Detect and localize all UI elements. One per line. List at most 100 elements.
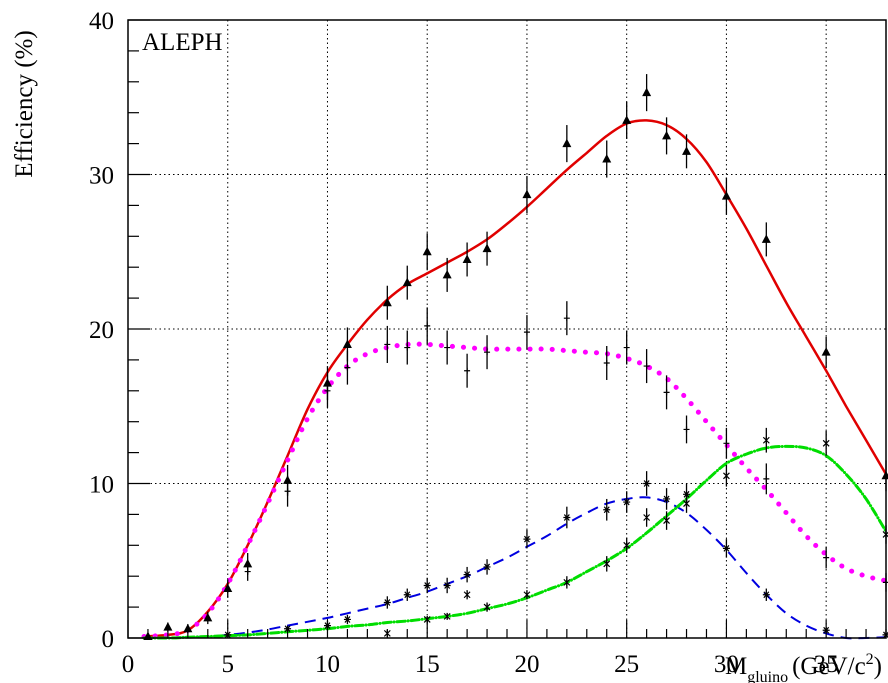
- asterisk-marker: [722, 472, 730, 480]
- triangle-marker: [382, 297, 392, 307]
- tick-labels: 0 5 10 15 20 25 30 35 0 10 20 30 40: [89, 8, 839, 678]
- star-marker: [463, 571, 471, 579]
- cross-marker: [444, 344, 451, 351]
- cross-marker: [324, 387, 331, 394]
- cross-marker: [823, 554, 830, 561]
- dashed-curve: [143, 496, 887, 640]
- star-marker: [284, 625, 292, 633]
- cross-marker: [663, 389, 670, 396]
- triangle-marker: [642, 87, 652, 97]
- asterisk-marker: [523, 591, 531, 599]
- asterisk-marker: [603, 560, 611, 568]
- cross-marker: [244, 568, 251, 575]
- cross-marker: [683, 426, 690, 433]
- triangle-marker: [522, 189, 532, 199]
- grid: [128, 20, 886, 638]
- cross-marker: [763, 475, 770, 482]
- triangle-marker: [482, 243, 492, 253]
- x-tick-label: 35: [814, 651, 839, 678]
- dash-dot-curve: [142, 444, 888, 640]
- x-axis-label: Mgluino (GeV/c2): [725, 651, 882, 683]
- triangle-marker: [662, 130, 672, 140]
- x-tick-label: 15: [415, 651, 440, 678]
- cross-marker: [623, 344, 630, 351]
- cross-marker: [643, 363, 650, 370]
- triangle-marker: [682, 146, 692, 155]
- triangle-marker: [821, 347, 831, 356]
- x-tick-label: 25: [614, 651, 639, 678]
- annotation-label: ALEPH: [142, 29, 223, 56]
- x-tick-label: 10: [315, 651, 340, 678]
- x-tick-label: 30: [714, 651, 739, 678]
- x-axis-label-unit: (GeV/c: [792, 653, 866, 680]
- triangle-marker: [422, 246, 432, 256]
- y-tick-label: 30: [89, 163, 114, 190]
- cross-marker: [723, 440, 730, 447]
- star-marker: [603, 506, 611, 514]
- cross-marker: [384, 341, 391, 348]
- cross-marker: [284, 488, 291, 495]
- triangle-marker: [342, 339, 352, 348]
- cross-marker: [404, 344, 411, 351]
- star-marker: [383, 599, 391, 606]
- asterisk-marker: [443, 612, 451, 620]
- cross-marker: [464, 367, 471, 374]
- x-axis-label-sub: gluino: [747, 669, 788, 683]
- cross-marker: [603, 359, 610, 366]
- triangle-marker: [761, 234, 771, 243]
- star-marker: [423, 582, 431, 589]
- triangle-marker: [442, 269, 452, 279]
- triangle-marker: [602, 154, 612, 163]
- triangle-marker: [223, 583, 233, 593]
- cross-marker: [344, 364, 351, 371]
- cross-marker: [563, 315, 570, 322]
- star-marker: [443, 582, 451, 589]
- triangle-marker: [462, 254, 472, 263]
- data-points: [143, 74, 888, 640]
- y-tick-label: 10: [89, 472, 114, 499]
- star-marker: [403, 591, 411, 599]
- cross-marker: [484, 349, 491, 356]
- x-tick-label: 20: [514, 651, 539, 678]
- star-marker: [523, 535, 531, 543]
- triangle-marker: [402, 277, 412, 287]
- triangle-marker: [562, 138, 572, 148]
- star-marker: [343, 616, 351, 623]
- star-marker: [663, 495, 671, 503]
- y-tick-label: 20: [89, 317, 114, 344]
- triangle-marker: [183, 623, 193, 633]
- curves: [141, 119, 888, 640]
- y-tick-label: 0: [102, 626, 115, 653]
- triangle-marker: [721, 191, 731, 200]
- cross-marker: [523, 329, 530, 336]
- asterisk-marker: [483, 603, 491, 611]
- cross-marker: [424, 322, 431, 329]
- x-tick-label: 0: [122, 651, 135, 678]
- star-marker: [623, 498, 631, 506]
- x-axis-label-main: M: [725, 653, 747, 680]
- asterisk-marker: [643, 513, 651, 521]
- asterisk-marker: [563, 578, 571, 586]
- asterisk-marker: [463, 591, 471, 599]
- dotted-curve: [141, 341, 888, 639]
- triangle-marker: [203, 612, 213, 622]
- triangle-marker: [163, 622, 173, 631]
- asterisk-marker: [663, 517, 671, 525]
- asterisk-marker: [683, 500, 690, 508]
- star-marker: [643, 480, 651, 487]
- asterisk-marker: [623, 541, 631, 549]
- x-axis-label-close: ): [874, 653, 882, 680]
- asterisk-marker: [762, 436, 770, 444]
- star-marker: [563, 514, 571, 521]
- x-tick-label: 5: [221, 651, 234, 678]
- triangle-marker: [622, 115, 632, 124]
- axis-ticks: [127, 19, 887, 639]
- x-axis-label-sup: 2: [866, 651, 874, 668]
- star-marker: [762, 591, 770, 599]
- y-tick-label: 40: [89, 8, 114, 35]
- asterisk-marker: [822, 439, 830, 447]
- star-marker: [722, 545, 730, 552]
- star-marker: [483, 563, 491, 571]
- y-axis-label: Efficiency (%): [11, 30, 38, 177]
